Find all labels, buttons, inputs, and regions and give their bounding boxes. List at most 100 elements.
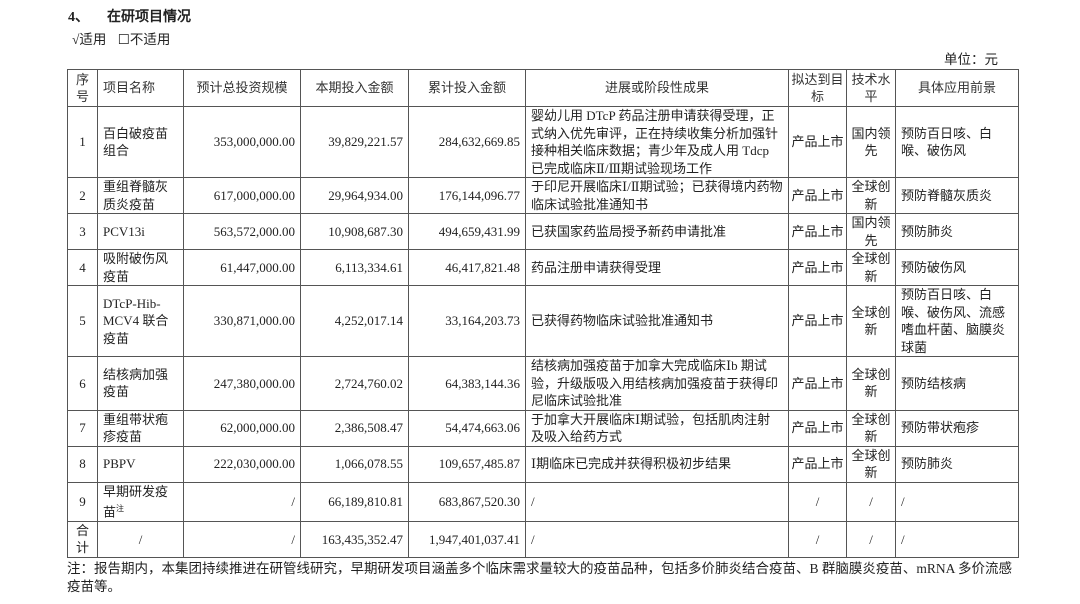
cell-progress: 药品注册申请获得受理 <box>525 249 789 286</box>
cell-target: 产品上市 <box>788 213 847 250</box>
cell-current: 66,189,810.81 <box>300 481 409 522</box>
total-text: 62,000,000.00 <box>220 420 295 436</box>
cumulative-text: 494,659,431.99 <box>438 223 520 239</box>
cumulative-text: 64,383,144.36 <box>445 375 520 391</box>
no-text: 9 <box>79 493 86 509</box>
level-text: 国内领先 <box>851 215 891 248</box>
cell-target: 产品上市 <box>788 356 847 411</box>
column-header: 累计投入金额 <box>408 69 526 107</box>
cell-total: / <box>183 520 301 558</box>
current-text: 29,964,934.00 <box>328 187 403 203</box>
cell-total: 62,000,000.00 <box>183 409 301 447</box>
application-text: 预防结核病 <box>901 375 967 391</box>
cell-level: 全球创新 <box>846 249 896 286</box>
current-text: 1,066,078.55 <box>334 456 403 472</box>
progress-text: 于印尼开展临床Ⅰ/Ⅱ期试验；已获得境内药物临床试验批准通知书 <box>531 179 783 212</box>
column-header: 本期投入金额 <box>300 69 409 107</box>
cell-name: 百白破疫苗组合 <box>97 106 184 178</box>
application-text: 预防肺炎 <box>901 456 954 472</box>
progress-text: 药品注册申请获得受理 <box>531 259 662 275</box>
cell-no: 合计 <box>67 520 98 558</box>
cell-total: 330,871,000.00 <box>183 285 301 357</box>
cell-level: 全球创新 <box>846 356 896 411</box>
target-text: 产品上市 <box>791 134 844 150</box>
progress-text: 于加拿大开展临床Ⅰ期试验，包括肌肉注射及吸入给药方式 <box>531 411 771 445</box>
cell-application: 预防肺炎 <box>895 445 1019 483</box>
cell-target: 产品上市 <box>788 106 847 178</box>
cell-application: / <box>895 520 1019 558</box>
application-text: / <box>901 493 905 509</box>
target-text: 产品上市 <box>791 187 844 203</box>
cell-current: 6,113,334.61 <box>300 249 409 286</box>
name-text: 结核病加强疫苗 <box>103 366 169 400</box>
cell-progress: / <box>525 481 789 522</box>
cell-no: 2 <box>67 177 98 214</box>
cell-progress: 婴幼儿用 DTcP 药品注册申请获得受理，正式纳入优先审评，正在持续收集分析加强… <box>525 106 789 178</box>
table-row: 8 PBPV 222,030,000.00 1,066,078.55 109,657,4… <box>67 445 1019 483</box>
cell-no: 9 <box>67 481 98 522</box>
cell-name: 重组脊髓灰质炎疫苗 <box>97 177 184 214</box>
name-text: 早期研发疫苗 <box>103 483 169 520</box>
no-text: 5 <box>79 313 86 329</box>
progress-text: 已获得药物临床试验批准通知书 <box>531 313 714 329</box>
footnote-mark: 注 <box>116 504 125 513</box>
column-header: 拟达到目标 <box>788 69 847 107</box>
applicability: √适用 ☐不适用 <box>72 30 1018 50</box>
cell-progress: 已获得药物临床试验批准通知书 <box>525 285 789 357</box>
cell-cumulative: 46,417,821.48 <box>408 249 526 286</box>
current-text: 163,435,352.47 <box>321 531 403 547</box>
cell-total: 617,000,000.00 <box>183 177 301 214</box>
cell-level: 全球创新 <box>846 177 896 214</box>
cell-application: 预防肺炎 <box>895 213 1019 250</box>
cell-total: 61,447,000.00 <box>183 249 301 286</box>
cell-application: 预防带状疱疹 <box>895 409 1019 447</box>
cell-application: 预防脊髓灰质炎 <box>895 177 1019 214</box>
progress-text: 已获国家药监局授予新药申请批准 <box>531 223 727 239</box>
level-text: 全球创新 <box>851 411 891 445</box>
section-number: 4、 <box>68 10 89 25</box>
target-text: 产品上市 <box>791 259 844 275</box>
cell-level: / <box>846 520 896 558</box>
table-row: 2 重组脊髓灰质炎疫苗 617,000,000.00 29,964,934.00 176… <box>67 177 1019 214</box>
column-header: 序号 <box>67 69 98 107</box>
progress-text: 结核病加强疫苗于加拿大完成临床Ⅰb 期试验，升级版吸入用结核病加强疫苗于获得印尼… <box>531 358 779 408</box>
cumulative-text: 1,947,401,037.41 <box>429 531 520 547</box>
name-text: 重组脊髓灰质炎疫苗 <box>103 179 169 212</box>
cell-total: 353,000,000.00 <box>183 106 301 178</box>
progress-text: / <box>531 493 535 509</box>
level-text: 全球创新 <box>851 251 891 284</box>
cell-progress: 于加拿大开展临床Ⅰ期试验，包括肌肉注射及吸入给药方式 <box>525 409 789 447</box>
cell-current: 10,908,687.30 <box>300 213 409 250</box>
cell-target: 产品上市 <box>788 249 847 286</box>
cell-application: 预防破伤风 <box>895 249 1019 286</box>
cumulative-text: 33,164,203.73 <box>445 313 520 329</box>
cell-progress: 结核病加强疫苗于加拿大完成临床Ⅰb 期试验，升级版吸入用结核病加强疫苗于获得印尼… <box>525 356 789 411</box>
table-row: 9 早期研发疫苗注 / 66,189,810.81 683,867,520.30 / / / / <box>67 481 1019 522</box>
no-text: 2 <box>79 187 86 203</box>
no-text: 1 <box>79 134 86 150</box>
level-text: 全球创新 <box>851 304 891 338</box>
cell-total: / <box>183 481 301 522</box>
cell-target: 产品上市 <box>788 409 847 447</box>
cell-cumulative: 33,164,203.73 <box>408 285 526 357</box>
cell-cumulative: 494,659,431.99 <box>408 213 526 250</box>
section-heading: 在研项目情况 <box>107 10 191 25</box>
progress-text: / <box>531 531 535 547</box>
total-text: 330,871,000.00 <box>213 313 295 329</box>
name-text: 百白破疫苗组合 <box>103 125 169 159</box>
cell-no: 1 <box>67 106 98 178</box>
cell-application: 预防结核病 <box>895 356 1019 411</box>
cell-total: 563,572,000.00 <box>183 213 301 250</box>
target-text: 产品上市 <box>791 375 844 391</box>
cell-no: 7 <box>67 409 98 447</box>
current-text: 4,252,017.14 <box>334 313 403 329</box>
table-row: 7 重组带状疱疹疫苗 62,000,000.00 2,386,508.47 54,474… <box>67 409 1019 447</box>
cell-current: 2,724,760.02 <box>300 356 409 411</box>
application-text: 预防百日咳、白喉、破伤风 <box>901 125 993 159</box>
cell-progress: 已获国家药监局授予新药申请批准 <box>525 213 789 250</box>
total-text: 353,000,000.00 <box>213 134 295 150</box>
table-row: 6 结核病加强疫苗 247,380,000.00 2,724,760.02 64,383… <box>67 356 1019 411</box>
application-text: / <box>901 531 905 547</box>
cell-name: PBPV <box>97 445 184 483</box>
unit-label: 单位：元 <box>944 52 998 67</box>
